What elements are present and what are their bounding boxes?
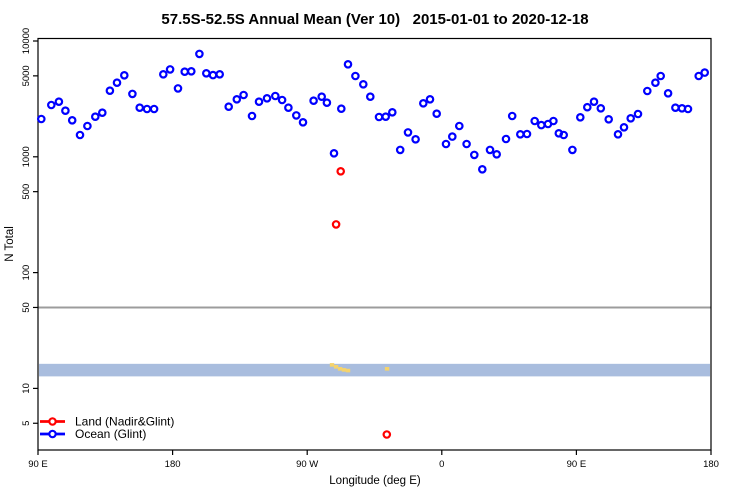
legend-label: Land (Nadir&Glint) (75, 415, 174, 429)
highlight-band (39, 363, 710, 377)
legend: Land (Nadir&Glint)Ocean (Glint) (40, 415, 174, 441)
svg-text:10000: 10000 (21, 28, 32, 54)
svg-text:10: 10 (21, 383, 32, 394)
x-axis-ticks: 90 E 180 90 W 0 90 E 180 (28, 450, 719, 470)
svg-text:5: 5 (21, 421, 32, 426)
svg-text:0: 0 (439, 459, 444, 470)
chart-title: 57.5S-52.5S Annual Mean (Ver 10) 2015-01… (161, 11, 589, 28)
svg-text:1000: 1000 (21, 146, 32, 167)
svg-text:50: 50 (21, 302, 32, 313)
y-axis-ticks: 10000 5000 1000 500 100 50 10 5 (21, 28, 38, 426)
y-axis-label: N Total (4, 226, 16, 262)
ocean-points (36, 49, 710, 174)
svg-text:90 E: 90 E (28, 459, 48, 470)
svg-text:100: 100 (21, 265, 32, 281)
land-points (331, 167, 392, 439)
band-marks (329, 363, 390, 373)
svg-text:500: 500 (21, 184, 32, 200)
plot-frame (37, 37, 712, 451)
svg-text:90 E: 90 E (567, 459, 587, 470)
svg-text:5000: 5000 (21, 65, 32, 86)
legend-label: Ocean (Glint) (75, 427, 146, 441)
svg-text:90 W: 90 W (296, 459, 318, 470)
x-axis-label: Longitude (deg E) (329, 475, 421, 487)
svg-text:180: 180 (165, 459, 181, 470)
svg-text:180: 180 (703, 459, 719, 470)
